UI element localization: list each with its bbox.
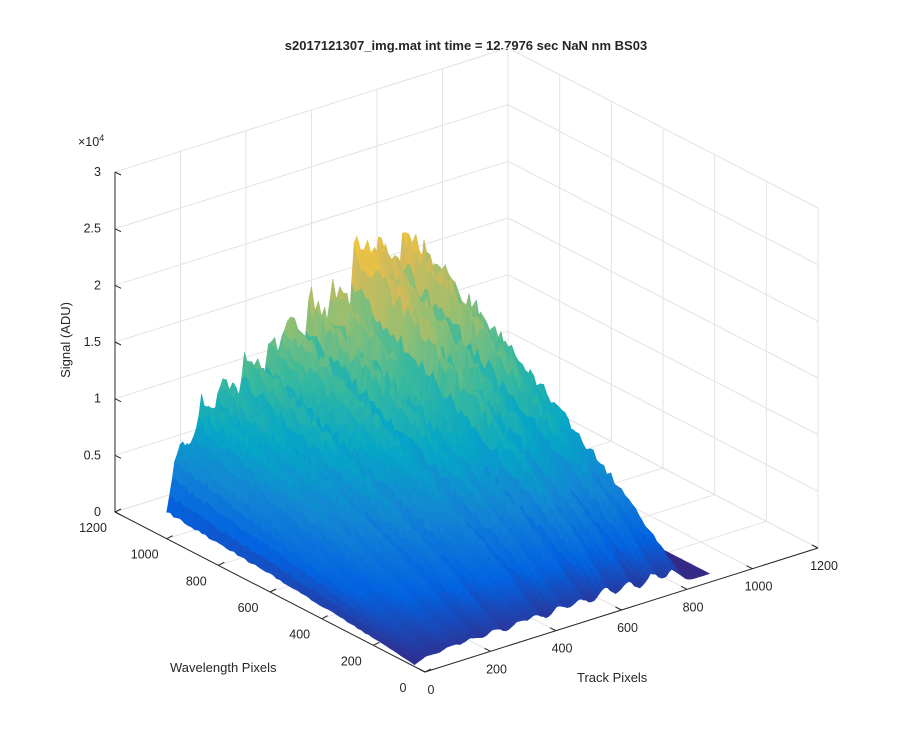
plot-title: s2017121307_img.mat int time = 12.7976 s… bbox=[285, 38, 647, 53]
grid-line bbox=[507, 160, 819, 322]
grid-line bbox=[507, 274, 819, 436]
grid-line bbox=[507, 104, 819, 266]
grid-line bbox=[507, 330, 819, 492]
grid-line bbox=[114, 104, 509, 230]
grid-line bbox=[114, 217, 509, 343]
grid-line bbox=[507, 47, 819, 209]
grid-line bbox=[507, 217, 819, 379]
grid-line bbox=[114, 160, 509, 286]
grid-line bbox=[114, 47, 509, 173]
surface-layer bbox=[166, 232, 711, 666]
